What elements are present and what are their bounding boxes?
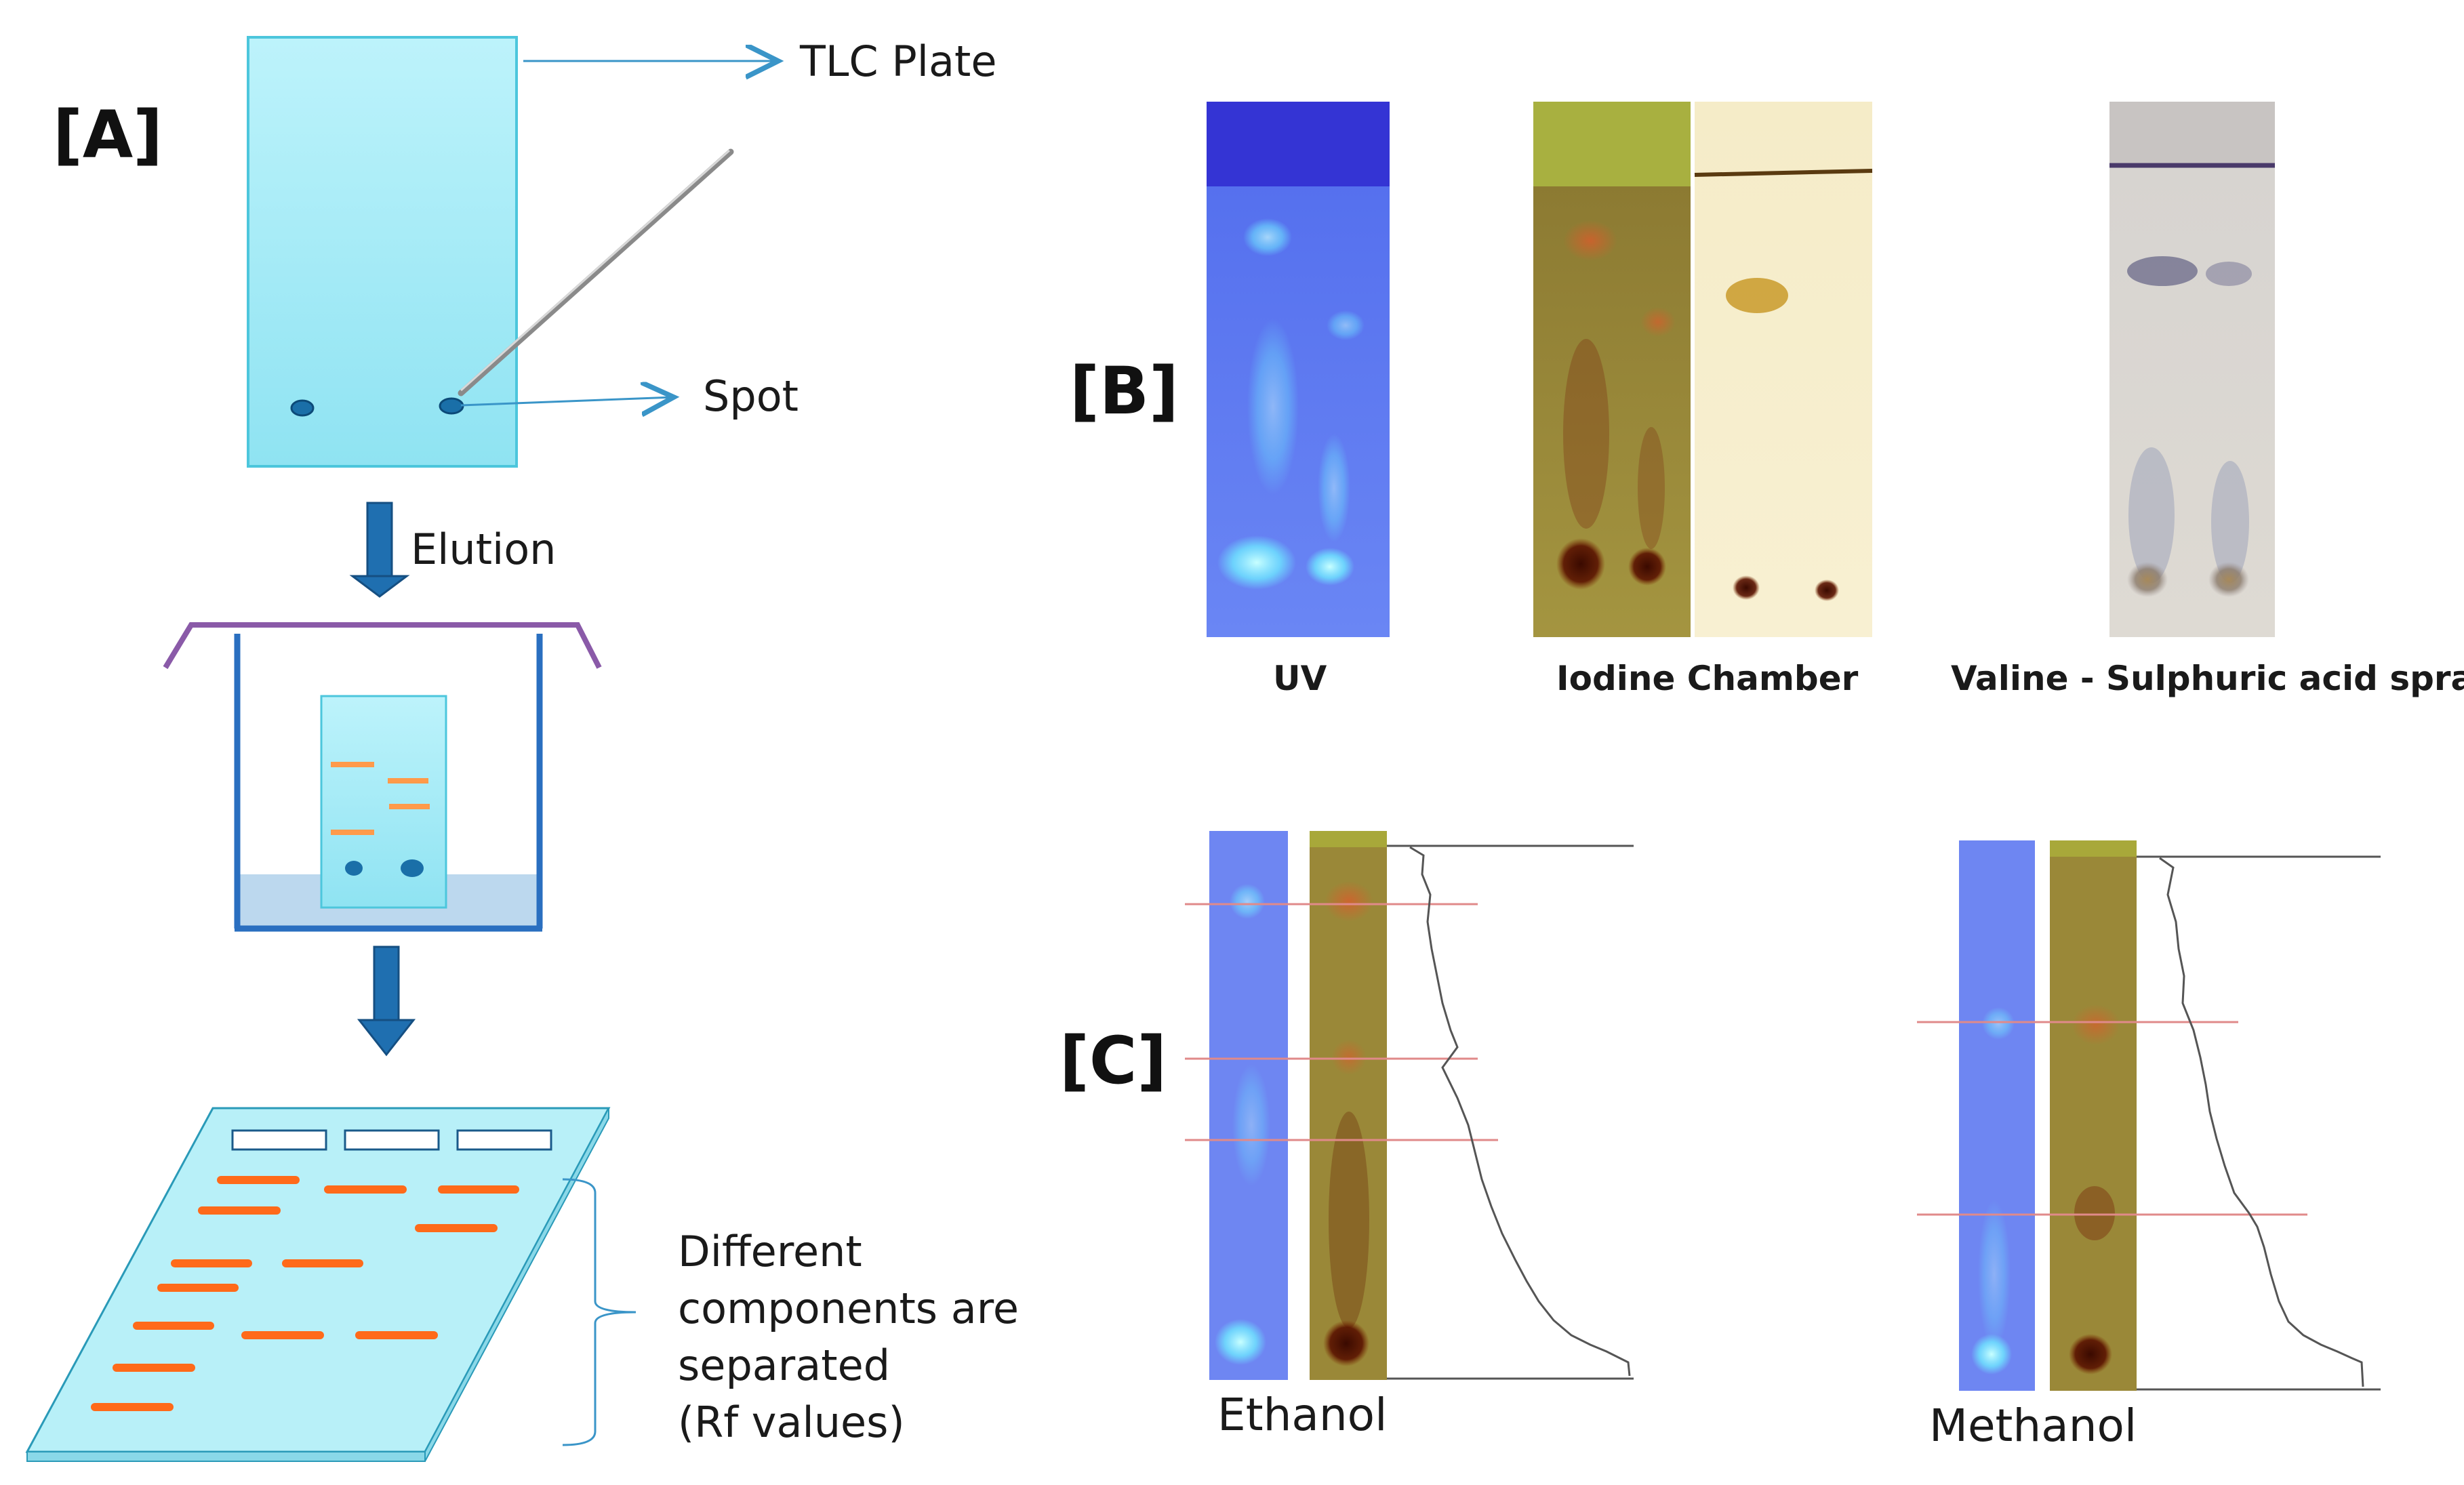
methanol-caption: Methanol (1929, 1400, 2137, 1452)
result-line-3: separated (678, 1341, 890, 1390)
elution-label: Elution (411, 525, 556, 574)
sample-spot-1 (290, 399, 315, 417)
capillary-tube (458, 148, 734, 396)
uv-plate (1207, 102, 1390, 637)
panel-a: [A] TLC Plate Spot Elution (25, 36, 1019, 1462)
iodine-plate-1 (1533, 102, 1691, 637)
panel-c: [C] Ethanol (1059, 831, 2381, 1452)
result-line-1: Different (678, 1227, 862, 1276)
ethanol-iodine-plate (1310, 831, 1387, 1380)
ethanol-profile (1387, 845, 1634, 1380)
panel-b-label: [B] (1070, 353, 1179, 429)
tlc-plate-label: TLC Plate (799, 37, 996, 86)
result-brace (562, 1178, 637, 1446)
methanol-iodine-plate (2050, 840, 2137, 1391)
panel-a-label: [A] (53, 97, 163, 173)
sample-spot-2 (439, 397, 464, 415)
methanol-rf-lines (1917, 1021, 2307, 1216)
elution-arrow (349, 502, 410, 598)
spot-label: Spot (703, 371, 799, 421)
ethanol-uv-plate (1209, 831, 1288, 1380)
developing-plate (320, 695, 447, 909)
iodine-plate-2 (1694, 102, 1873, 637)
panel-c-label: [C] (1059, 1023, 1167, 1099)
valine-plate (2109, 102, 2275, 637)
ethanol-caption: Ethanol (1217, 1389, 1387, 1441)
tlc-plate (247, 36, 518, 468)
methanol-profile (2137, 855, 2381, 1391)
valine-caption: Valine - Sulphuric acid spray (1951, 659, 2464, 698)
spot-pointer (460, 397, 674, 405)
result-line-2: components are (678, 1284, 1019, 1333)
methanol-uv-plate (1959, 840, 2035, 1391)
result-arrow (357, 945, 416, 1057)
development-chamber (163, 622, 602, 932)
panel-b: [B] UV (1070, 102, 2464, 698)
separated-plate (25, 1107, 611, 1462)
result-line-4: (Rf values) (678, 1398, 905, 1447)
iodine-caption: Iodine Chamber (1556, 659, 1859, 698)
uv-caption: UV (1273, 659, 1327, 698)
